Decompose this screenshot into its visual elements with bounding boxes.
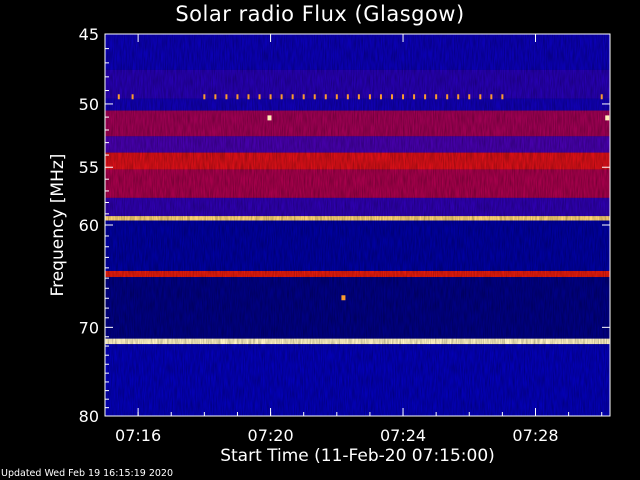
interference-marker xyxy=(435,94,438,100)
interference-marker xyxy=(302,94,305,100)
x-tick-label: 07:20 xyxy=(248,426,294,445)
interference-marker xyxy=(324,94,327,100)
interference-marker xyxy=(346,94,349,100)
y-tick-label: 55 xyxy=(79,158,99,177)
interference-marker xyxy=(379,94,382,100)
interference-marker xyxy=(357,94,360,100)
y-tick-label: 50 xyxy=(79,95,99,114)
interference-marker xyxy=(236,94,239,100)
x-axis: 07:16 07:20 07:24 07:28 xyxy=(115,34,603,445)
chart-title: Solar radio Flux (Glasgow) xyxy=(175,2,465,26)
interference-marker xyxy=(258,94,261,100)
interference-marker xyxy=(479,94,482,100)
interference-marker xyxy=(390,94,393,100)
updated-timestamp: Updated Wed Feb 19 16:15:19 2020 xyxy=(1,468,173,479)
y-tick-label: 80 xyxy=(79,407,99,426)
x-tick-label: 07:28 xyxy=(512,426,558,445)
y-tick-label: 45 xyxy=(79,25,99,44)
interference-marker xyxy=(247,94,250,100)
interference-marker xyxy=(402,94,405,100)
interference-marker xyxy=(131,94,134,100)
x-tick-label: 07:16 xyxy=(115,426,161,445)
interference-marker xyxy=(501,94,504,100)
y-axis: 45 50 55 60 70 80 xyxy=(79,25,610,426)
interference-marker xyxy=(269,94,272,100)
point-source xyxy=(605,115,610,121)
interference-marker xyxy=(413,94,416,100)
interference-marker xyxy=(313,94,316,100)
noise-texture xyxy=(105,34,610,416)
point-source xyxy=(267,115,272,121)
interference-marker xyxy=(424,94,427,100)
interference-marker xyxy=(335,94,338,100)
x-axis-label: Start Time (11-Feb-20 07:15:00) xyxy=(220,446,495,466)
interference-marker xyxy=(203,94,206,100)
y-tick-label: 70 xyxy=(79,318,99,337)
interference-markers xyxy=(117,94,603,100)
point-source xyxy=(341,295,346,301)
y-tick-label: 60 xyxy=(79,216,99,235)
interference-marker xyxy=(446,94,449,100)
interference-marker xyxy=(214,94,217,100)
interference-marker xyxy=(490,94,493,100)
interference-marker xyxy=(600,94,603,100)
point-sources xyxy=(267,115,610,301)
interference-marker xyxy=(457,94,460,100)
interference-marker xyxy=(117,94,120,100)
plot-area xyxy=(105,34,610,416)
interference-marker xyxy=(291,94,294,100)
x-tick-label: 07:24 xyxy=(380,426,426,445)
interference-marker xyxy=(280,94,283,100)
interference-marker xyxy=(468,94,471,100)
interference-marker xyxy=(368,94,371,100)
interference-marker xyxy=(225,94,228,100)
y-axis-label: Frequency [MHz] xyxy=(48,153,68,297)
